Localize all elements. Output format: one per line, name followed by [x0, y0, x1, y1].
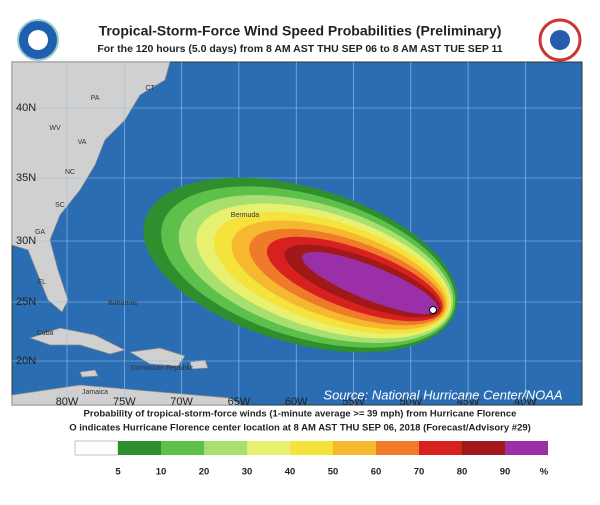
longitude-label: 45W: [457, 396, 480, 408]
place-label: SC: [55, 202, 65, 209]
latitude-label: 20N: [16, 355, 36, 367]
legend-unit: %: [540, 467, 549, 478]
longitude-label: 60W: [285, 396, 308, 408]
place-label: WV: [49, 125, 61, 132]
legend-swatch: [247, 441, 290, 455]
jamaica-island: [79, 369, 99, 378]
place-label: NC: [65, 169, 75, 176]
place-label: Bermuda: [231, 212, 260, 219]
probability-swath: [143, 177, 458, 353]
longitude-label: 75W: [113, 396, 136, 408]
legend-level: 10: [156, 467, 167, 478]
probability-band: [302, 251, 439, 315]
noaa-logo-inner: [28, 30, 48, 50]
legend-swatch: [505, 441, 548, 455]
footer-line2: O indicates Hurricane Florence center lo…: [69, 423, 531, 434]
footer-line1: Probability of tropical-storm-force wind…: [84, 409, 517, 420]
subtitle: For the 120 hours (5.0 days) from 8 AM A…: [97, 43, 502, 55]
place-label: CT: [145, 85, 155, 92]
longitude-label: 40W: [514, 396, 537, 408]
puerto-rico: [189, 359, 209, 370]
legend-level: 20: [199, 467, 210, 478]
latitude-label: 25N: [16, 296, 36, 308]
place-label: Bahamas: [108, 300, 138, 307]
map-area: [11, 61, 583, 406]
legend-swatch: [290, 441, 333, 455]
longitude-label: 55W: [342, 396, 365, 408]
legend-level: 50: [328, 467, 339, 478]
legend-below-5: [74, 440, 119, 456]
legend-swatch: [376, 441, 419, 455]
legend-level: 60: [371, 467, 382, 478]
legend-level: 80: [457, 467, 468, 478]
source: Source: National Hurricane Center/NOAA: [323, 387, 562, 402]
nws-logo-inner: [550, 30, 570, 50]
place-label: Jamaica: [82, 389, 108, 396]
longitude-label: 70W: [170, 396, 193, 408]
legend-swatch: [118, 441, 161, 455]
south-america: [11, 384, 242, 406]
map-labels: 80W 75W 70W 65W 60W 55W 50W 45W 40W 40N 35N 30N 25N 2…: [16, 85, 537, 408]
latitude-label: 30N: [16, 235, 36, 247]
legend-level: 40: [285, 467, 296, 478]
legend-swatch: [419, 441, 462, 455]
latitude-label: 35N: [16, 172, 36, 184]
legend: 5 10 20 30 40 50 60 70 80 90%: [74, 440, 549, 478]
legend-swatch: [333, 441, 376, 455]
legend-swatch: [462, 441, 505, 455]
legend-swatch: [204, 441, 247, 455]
place-label: FL: [38, 279, 46, 286]
legend-level: 5: [115, 467, 121, 478]
legend-swatch: [161, 441, 204, 455]
title: Tropical-Storm-Force Wind Speed Probabil…: [99, 23, 502, 39]
place-label: Cuba: [37, 330, 54, 337]
longitude-label: 50W: [399, 396, 422, 408]
longitude-label: 65W: [228, 396, 251, 408]
legend-level: 30: [242, 467, 253, 478]
latitude-label: 40N: [16, 102, 36, 114]
legend-level: 90: [500, 467, 511, 478]
place-label: GA: [35, 229, 45, 236]
longitude-label: 80W: [56, 396, 79, 408]
legend-level: 70: [414, 467, 425, 478]
storm-center: [429, 306, 437, 314]
cuba: [28, 327, 126, 355]
place-label: Dominican Republic: [131, 365, 194, 372]
us-east-coast: [11, 61, 171, 313]
place-label: PA: [91, 95, 100, 102]
place-label: VA: [78, 139, 87, 146]
